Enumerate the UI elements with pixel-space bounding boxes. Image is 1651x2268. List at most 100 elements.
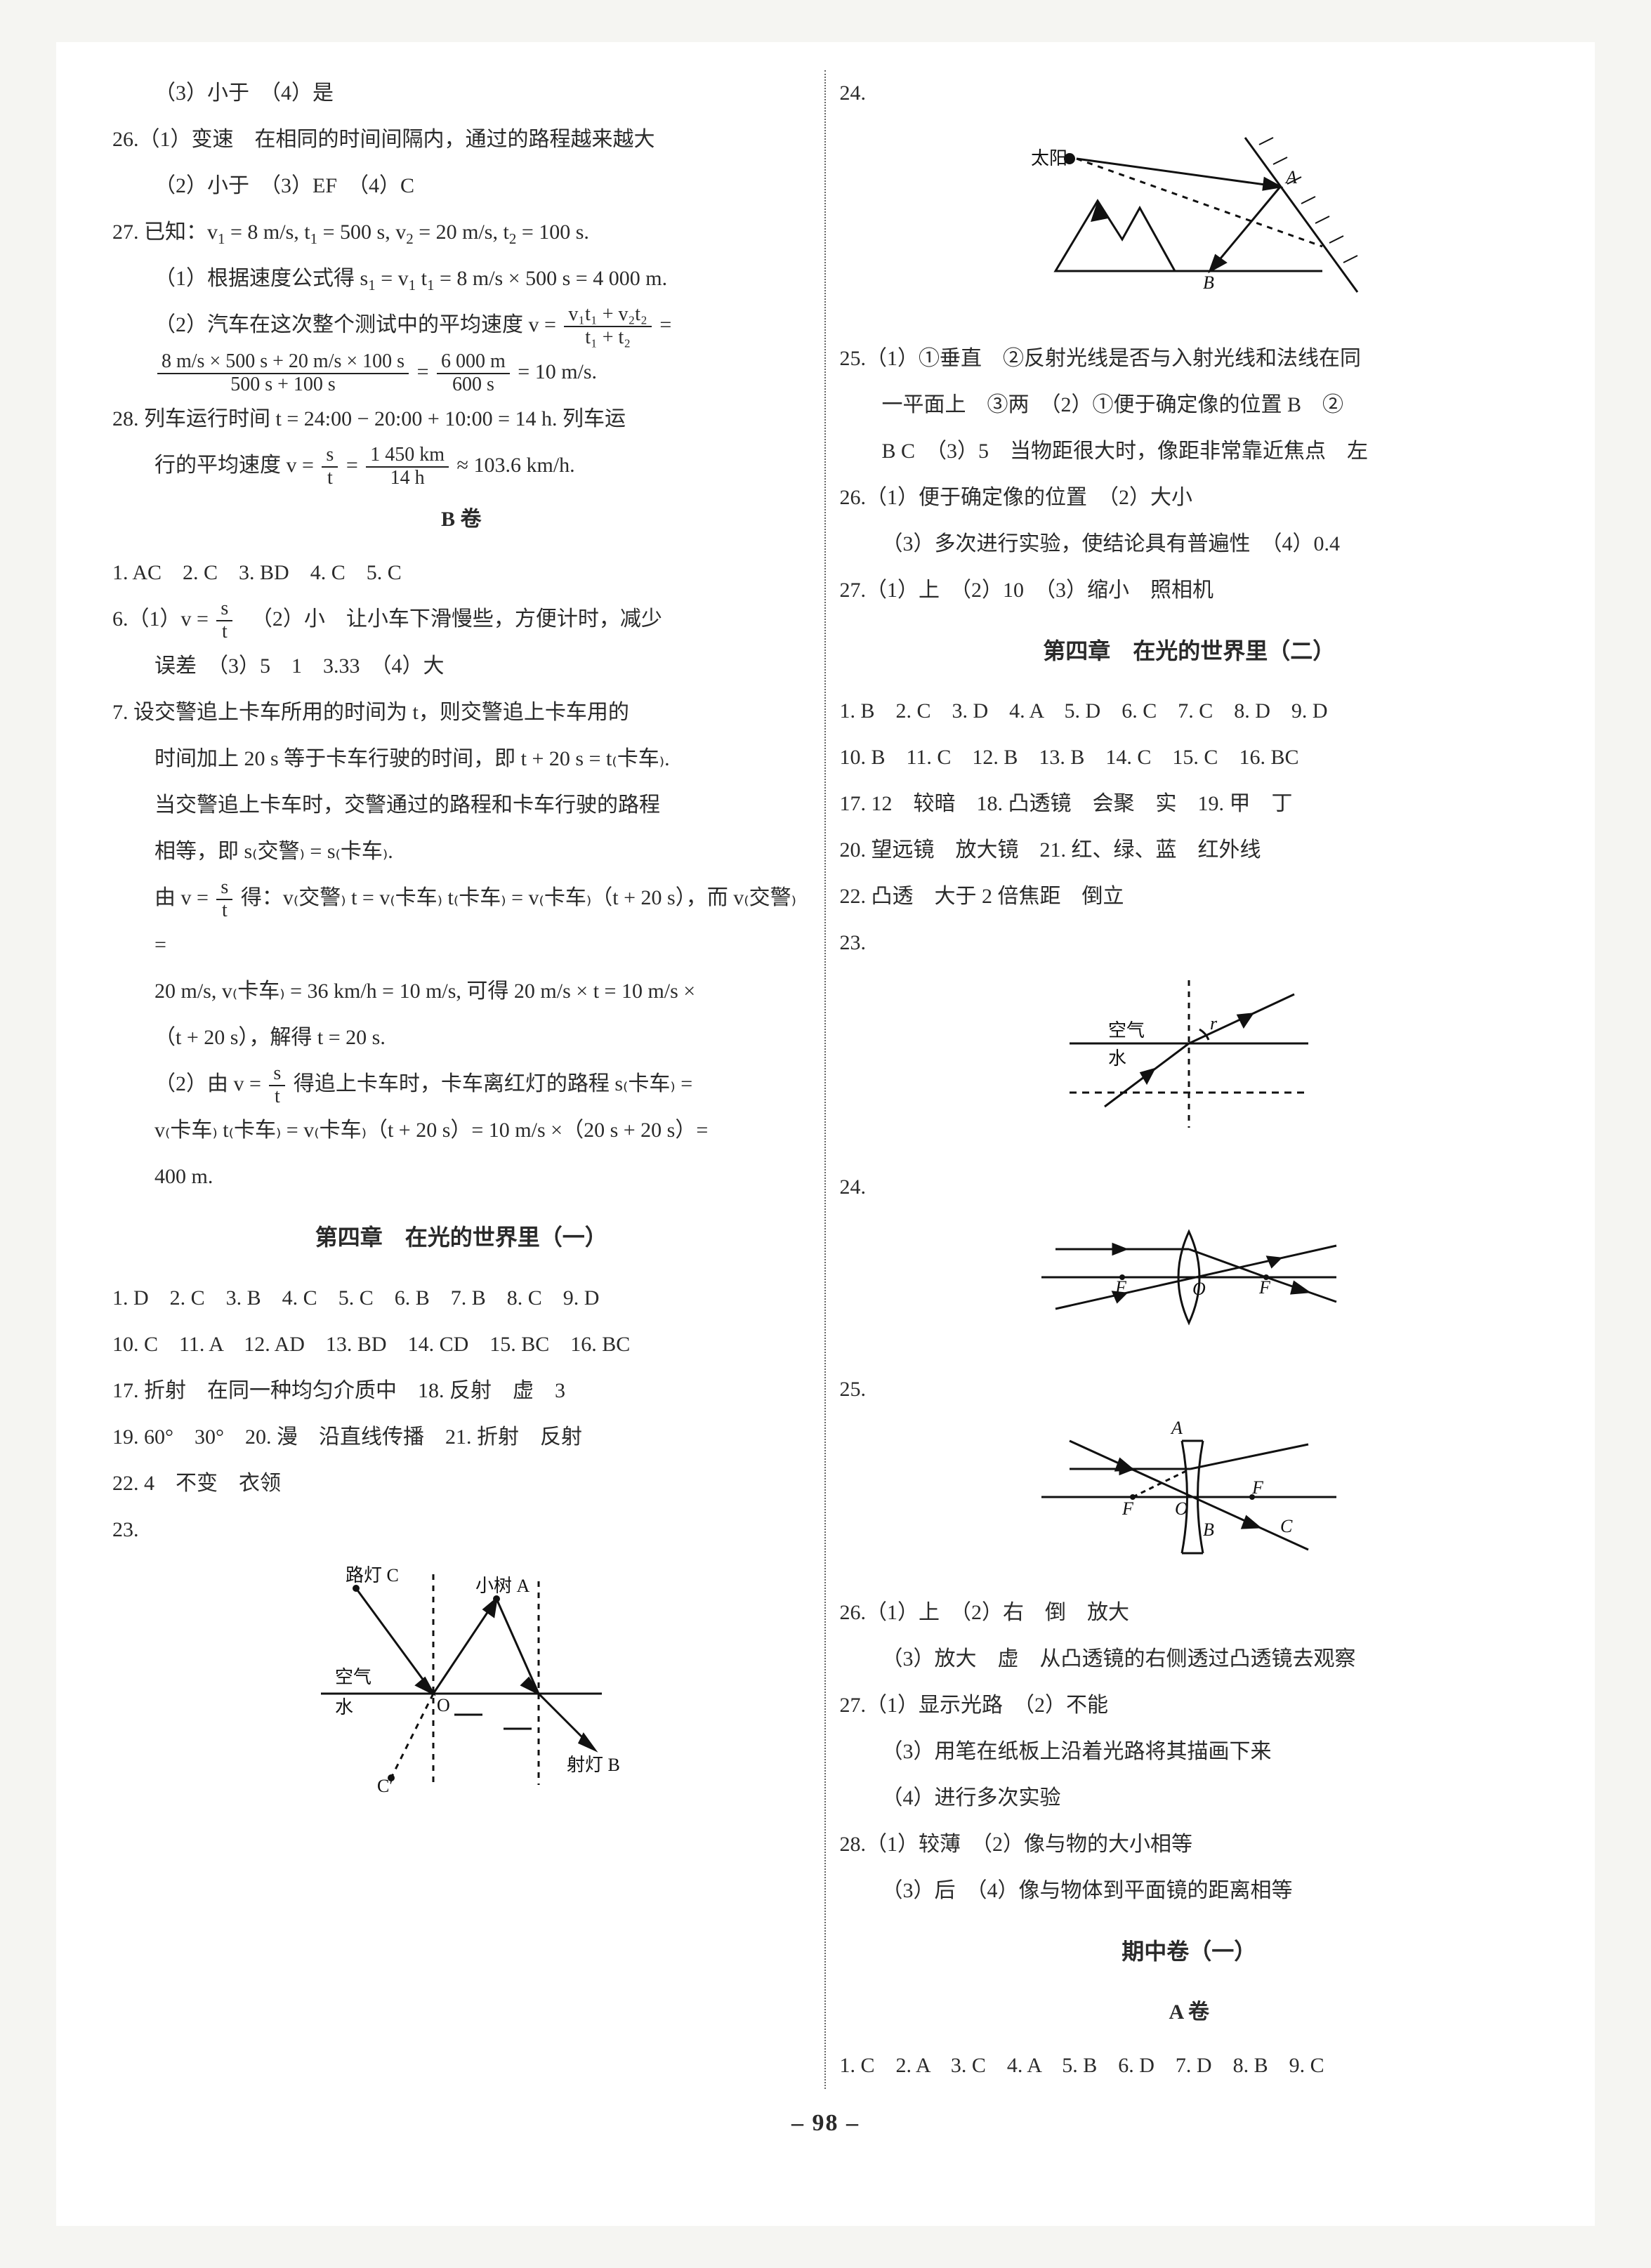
text-line: 8 m/s × 500 s + 20 m/s × 100 s 500 s + 1… xyxy=(112,349,810,396)
text: 得：v₍交警₎ t = v₍卡车₎ t₍卡车₎ = v₍卡车₎（t + 20 s… xyxy=(154,886,796,956)
reflection-mountain-icon: 太阳 A B xyxy=(992,124,1386,306)
text-line: 24. xyxy=(840,70,1539,117)
fraction-denominator: t₁ + t₂ xyxy=(564,327,651,349)
text: = 10 m/s. xyxy=(518,360,597,383)
text: （2）汽车在这次整个测试中的平均速度 v = xyxy=(154,313,561,336)
answer-line: 17. 12 较暗 18. 凸透镜 会聚 实 19. 甲 丁 xyxy=(840,781,1539,827)
fraction-numerator: v₁t₁ + v₂t₂ xyxy=(564,304,651,327)
chapter4-1-title: 第四章 在光的世界里（一） xyxy=(112,1213,810,1262)
label: A xyxy=(1170,1420,1183,1438)
fraction-denominator: t xyxy=(216,621,232,643)
fraction-denominator: 500 s + 100 s xyxy=(157,374,409,396)
text: = xyxy=(346,454,363,477)
text-line: 一平面上 ③两 （2）①便于确定像的位置 B ② xyxy=(840,382,1539,428)
text-line: 相等，即 s₍交警₎ = s₍卡车₎. xyxy=(112,829,810,875)
text-line: 23. xyxy=(112,1507,810,1553)
text: ≈ 103.6 km/h. xyxy=(457,454,575,477)
text-line: （3）多次进行实验，使结论具有普遍性 （4）0.4 xyxy=(840,521,1539,567)
diagram-23-left: 路灯 C 小树 A 空气 水 O 射灯 B C′ xyxy=(112,1560,810,1816)
label: 射灯 B xyxy=(567,1755,620,1775)
air-water-refraction-icon: 空气 水 r xyxy=(1041,973,1336,1135)
fraction: s t xyxy=(269,1063,285,1108)
text-line: 27.（1）显示光路 （2）不能 xyxy=(840,1682,1539,1729)
fraction-denominator: t xyxy=(269,1086,285,1108)
answer-line: 20. 望远镜 放大镜 21. 红、绿、蓝 红外线 xyxy=(840,827,1539,873)
diagram-24-convex-lens: F F O xyxy=(840,1218,1539,1354)
fraction-denominator: 14 h xyxy=(366,468,449,489)
fraction-numerator: s xyxy=(216,598,232,621)
fraction: s t xyxy=(216,598,232,643)
text-line: 当交警追上卡车时，交警通过的路程和卡车行驶的路程 xyxy=(112,782,810,829)
text: = 8 m/s, t xyxy=(225,220,310,244)
text-line: 25. xyxy=(840,1366,1539,1413)
text-line: 行的平均速度 v = s t = 1 450 km 14 h ≈ 103.6 k… xyxy=(112,442,810,489)
label: C xyxy=(1280,1516,1293,1536)
text-line: （t + 20 s），解得 t = 20 s. xyxy=(112,1015,810,1061)
answer-line: 1. D 2. C 3. B 4. C 5. C 6. B 7. B 8. C … xyxy=(112,1275,810,1321)
answer-line: 22. 4 不变 衣领 xyxy=(112,1461,810,1507)
left-column: （3）小于 （4）是 26.（1）变速 在相同的时间间隔内，通过的路程越来越大 … xyxy=(98,70,826,2089)
text: = 500 s, v xyxy=(317,220,406,244)
text: 由 v = xyxy=(154,886,213,909)
a-juan-title: A 卷 xyxy=(840,1989,1539,2036)
text-line: B C （3）5 当物距很大时，像距非常靠近焦点 左 xyxy=(840,428,1539,475)
fraction: s t xyxy=(216,877,232,922)
fraction-numerator: 1 450 km xyxy=(366,444,449,468)
fraction-numerator: 6 000 m xyxy=(437,351,510,374)
text-line: 27. 已知：v1 = 8 m/s, t1 = 500 s, v2 = 20 m… xyxy=(112,209,810,256)
label: 太阳 xyxy=(1031,148,1067,169)
text: = 8 m/s × 500 s = 4 000 m. xyxy=(434,267,667,290)
text: 6.（1）v = xyxy=(112,607,213,631)
text-line: 27.（1）上 （2）10 （3）缩小 照相机 xyxy=(840,567,1539,614)
answer-line: 1. AC 2. C 3. BD 4. C 5. C xyxy=(112,550,810,596)
text-line: 由 v = s t 得：v₍交警₎ t = v₍卡车₎ t₍卡车₎ = v₍卡车… xyxy=(112,875,810,968)
text-line: 26.（1）上 （2）右 倒 放大 xyxy=(840,1590,1539,1636)
text-line: （2）汽车在这次整个测试中的平均速度 v = v₁t₁ + v₂t₂ t₁ + … xyxy=(112,302,810,349)
subscript: 2 xyxy=(406,230,414,247)
section-b-title: B 卷 xyxy=(112,496,810,543)
label: F xyxy=(1114,1277,1127,1298)
subscript: 1 xyxy=(218,230,225,247)
text-line: （1）根据速度公式得 s1 = v1 t1 = 8 m/s × 500 s = … xyxy=(112,256,810,302)
label: 水 xyxy=(1108,1048,1126,1069)
fraction-numerator: s xyxy=(322,444,338,468)
diagram-23-refraction: 空气 水 r xyxy=(840,973,1539,1152)
text-line: （3）放大 虚 从凸透镜的右侧透过凸透镜去观察 xyxy=(840,1636,1539,1682)
concave-lens-icon: A F F O B C xyxy=(1027,1420,1350,1560)
fraction-denominator: t xyxy=(322,468,338,489)
text-line: 23. xyxy=(840,920,1539,966)
fraction: 8 m/s × 500 s + 20 m/s × 100 s 500 s + 1… xyxy=(157,351,409,396)
text: 27. 已知：v xyxy=(112,220,218,244)
fraction-numerator: s xyxy=(269,1063,285,1086)
text-line: 26.（1）便于确定像的位置 （2）大小 xyxy=(840,475,1539,521)
label: 水 xyxy=(335,1697,353,1718)
answer-line: 10. B 11. C 12. B 13. B 14. C 15. C 16. … xyxy=(840,734,1539,781)
text-line: （2）由 v = s t 得追上卡车时，卡车离红灯的路程 s₍卡车₎ = xyxy=(112,1061,810,1108)
fraction-numerator: 8 m/s × 500 s + 20 m/s × 100 s xyxy=(157,351,409,374)
text-line: 时间加上 20 s 等于卡车行驶的时间，即 t + 20 s = t₍卡车₎. xyxy=(112,736,810,782)
text-line: 400 m. xyxy=(112,1154,810,1200)
text-line: （3）用笔在纸板上沿着光路将其描画下来 xyxy=(840,1729,1539,1775)
text-line: （2）小于 （3）EF （4）C xyxy=(112,163,810,209)
text: t xyxy=(416,267,427,290)
text-line: 28.（1）较薄 （2）像与物的大小相等 xyxy=(840,1821,1539,1868)
text-line: 26.（1）变速 在相同的时间间隔内，通过的路程越来越大 xyxy=(112,117,810,163)
text: = v xyxy=(376,267,409,290)
chapter4-2-title: 第四章 在光的世界里（二） xyxy=(840,626,1539,675)
text: = xyxy=(417,360,434,383)
text: 得追上卡车时，卡车离红灯的路程 s₍卡车₎ = xyxy=(294,1072,692,1095)
text-line: 24. xyxy=(840,1164,1539,1211)
answer-line: 1. C 2. A 3. C 4. A 5. B 6. D 7. D 8. B … xyxy=(840,2043,1539,2089)
text: = 20 m/s, t xyxy=(414,220,509,244)
text-line: （3）后 （4）像与物体到平面镜的距离相等 xyxy=(840,1868,1539,1914)
label: B xyxy=(1203,272,1214,293)
answer-line: 19. 60° 30° 20. 漫 沿直线传播 21. 折射 反射 xyxy=(112,1414,810,1461)
text-line: 25.（1）①垂直 ②反射光线是否与入射光线和法线在同 xyxy=(840,336,1539,382)
fraction: v₁t₁ + v₂t₂ t₁ + t₂ xyxy=(564,304,651,349)
label: A xyxy=(1284,167,1297,187)
label: O xyxy=(437,1695,450,1715)
text-line: 误差 （3）5 1 3.33 （4）大 xyxy=(112,643,810,690)
answer-line: 10. C 11. A 12. AD 13. BD 14. CD 15. BC … xyxy=(112,1321,810,1368)
convex-lens-icon: F F O xyxy=(1027,1218,1350,1337)
page: （3）小于 （4）是 26.（1）变速 在相同的时间间隔内，通过的路程越来越大 … xyxy=(56,42,1595,2226)
